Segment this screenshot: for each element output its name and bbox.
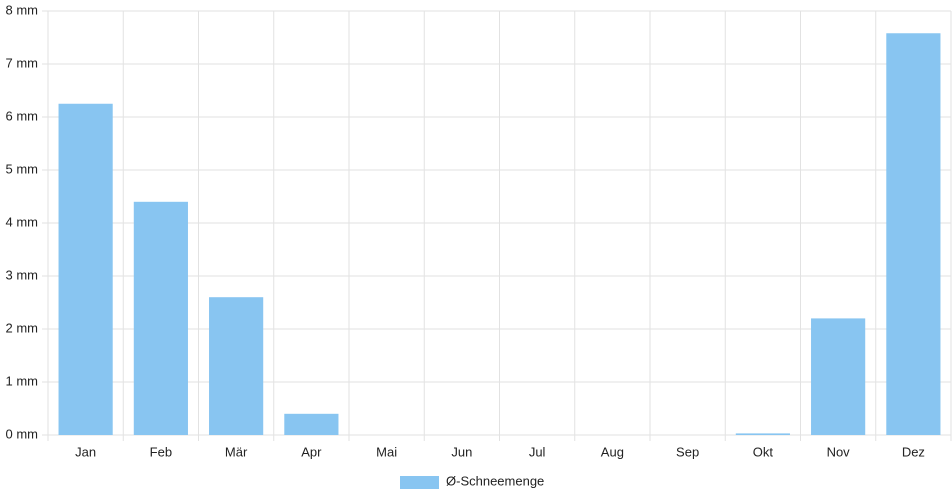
x-tick-label: Jul — [529, 444, 546, 459]
x-tick-label: Mär — [225, 444, 248, 459]
x-tick-label: Sep — [676, 444, 699, 459]
y-tick-label: 6 mm — [6, 108, 39, 123]
bar — [284, 413, 339, 435]
x-tick-label: Apr — [301, 444, 322, 459]
x-tick-label: Jun — [451, 444, 472, 459]
bar — [886, 33, 941, 435]
x-tick-label: Feb — [150, 444, 172, 459]
legend-label: Ø-Schneemenge — [446, 473, 544, 488]
y-tick-label: 7 mm — [6, 55, 39, 70]
bar — [58, 103, 113, 435]
y-tick-label: 1 mm — [6, 373, 39, 388]
y-tick-label: 4 mm — [6, 214, 39, 229]
x-tick-label: Jan — [75, 444, 96, 459]
legend-swatch — [400, 476, 439, 489]
bar — [133, 201, 188, 435]
y-tick-label: 8 mm — [6, 2, 39, 17]
x-tick-label: Aug — [601, 444, 624, 459]
y-tick-label: 2 mm — [6, 320, 39, 335]
x-tick-label: Dez — [902, 444, 925, 459]
y-tick-label: 3 mm — [6, 267, 39, 282]
bar — [735, 433, 790, 435]
x-tick-label: Mai — [376, 444, 397, 459]
bar — [811, 318, 866, 435]
x-tick-label: Okt — [753, 444, 774, 459]
y-tick-label: 5 mm — [6, 161, 39, 176]
bar — [209, 297, 264, 435]
y-tick-label: 0 mm — [6, 426, 39, 441]
x-tick-label: Nov — [827, 444, 851, 459]
